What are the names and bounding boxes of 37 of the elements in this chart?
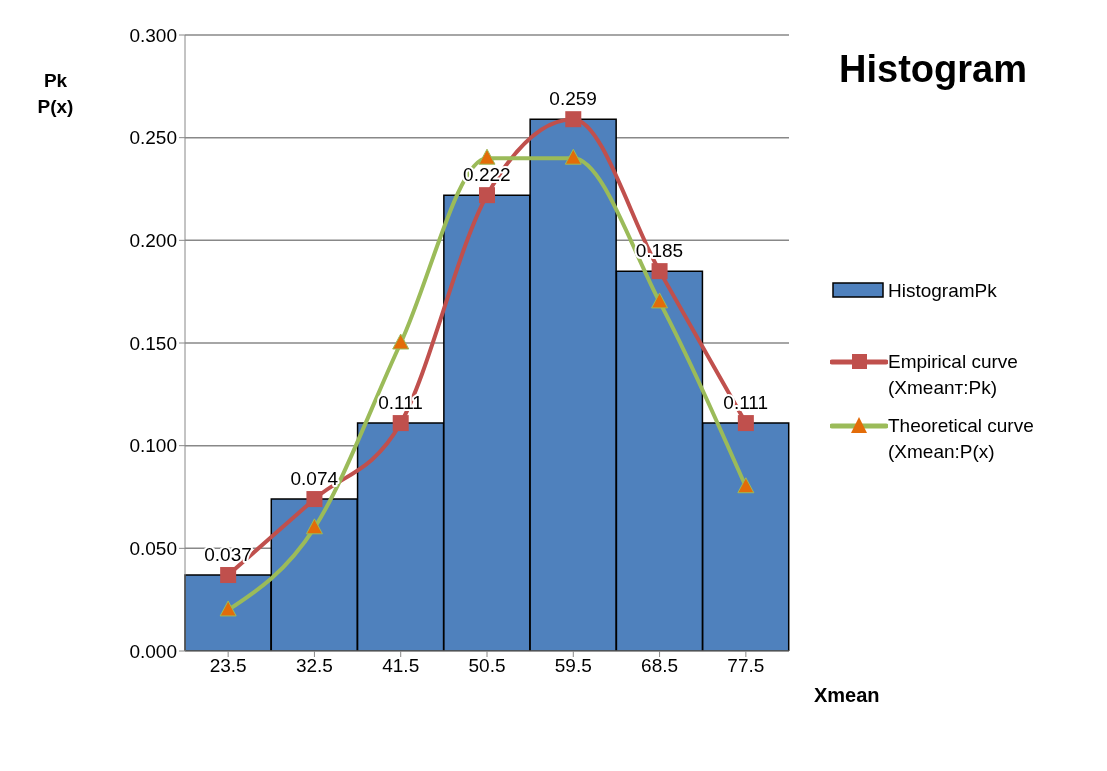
point bbox=[306, 491, 323, 508]
data-label: 0.037 bbox=[204, 544, 252, 566]
point bbox=[305, 518, 323, 535]
x-tick-label: 41.5 bbox=[382, 655, 420, 677]
x-tick-label: 23.5 bbox=[209, 655, 247, 677]
point bbox=[478, 148, 496, 165]
y-tick-label: 0.250 bbox=[129, 127, 177, 149]
x-tick-label: 50.5 bbox=[468, 655, 506, 677]
legend-label: HistogramPk bbox=[888, 279, 998, 303]
point bbox=[220, 567, 237, 584]
y-tick-label: 0.050 bbox=[129, 538, 177, 560]
y-tick-label: 0.000 bbox=[129, 640, 177, 662]
legend-label: Theoretical curve (Xmean:P(x) bbox=[888, 414, 1035, 464]
data-label: 0.259 bbox=[549, 88, 597, 110]
point bbox=[479, 187, 495, 204]
x-tick-label: 68.5 bbox=[641, 655, 679, 677]
point bbox=[392, 333, 410, 350]
x-tick-label: 77.5 bbox=[727, 655, 765, 677]
point bbox=[737, 477, 755, 494]
text: Histogram bbox=[838, 48, 1028, 91]
x-tick-label: 32.5 bbox=[295, 655, 333, 677]
y-tick-label: 0.200 bbox=[129, 230, 177, 252]
x-tick-label: 59.5 bbox=[554, 655, 592, 677]
point bbox=[737, 415, 754, 432]
point bbox=[651, 292, 669, 309]
legend-label: Empirical curve (Xmeanт:Pk) bbox=[888, 350, 1019, 400]
y-axis-title: Pk P(x) bbox=[36, 69, 75, 119]
data-label: 0.074 bbox=[290, 468, 339, 490]
y-tick-label: 0.100 bbox=[129, 435, 177, 457]
point bbox=[564, 148, 582, 165]
point bbox=[219, 600, 237, 617]
y-tick-label: 0.300 bbox=[129, 24, 177, 46]
point bbox=[651, 263, 668, 280]
y-tick-label: 0.150 bbox=[129, 332, 177, 354]
x-axis-title: Xmean bbox=[814, 684, 880, 707]
point bbox=[392, 415, 409, 432]
point bbox=[565, 111, 582, 128]
